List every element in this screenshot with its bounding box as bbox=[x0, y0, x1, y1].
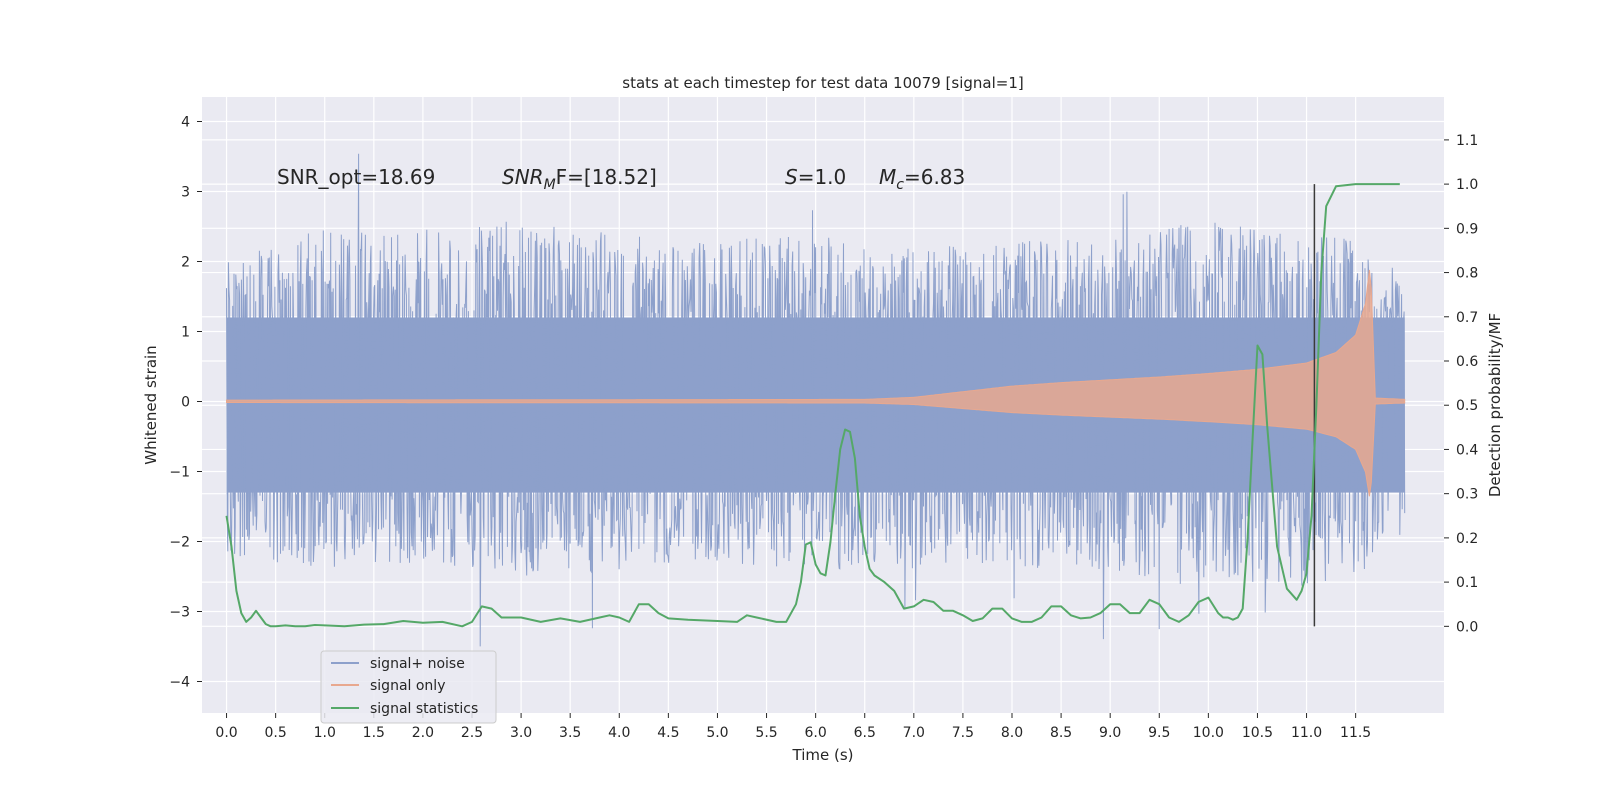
annotation-mc-subscript: c bbox=[896, 177, 904, 193]
annotation-s: S=1.0 bbox=[785, 165, 846, 189]
y-left-tick-label: −3 bbox=[169, 605, 190, 621]
x-tick-label: 11.0 bbox=[1291, 725, 1322, 741]
x-tick-label: 5.5 bbox=[755, 725, 777, 741]
annotation-s-symbol: S bbox=[785, 165, 798, 189]
annotation-snr-mf-value: F=[18.52] bbox=[556, 165, 657, 189]
legend-label-signal-statistics: signal statistics bbox=[370, 701, 478, 717]
plot-area bbox=[225, 153, 1406, 647]
y-right-tick-label: 0.7 bbox=[1456, 310, 1478, 326]
annotation-snr-mf-subscript: M bbox=[544, 177, 556, 193]
y-right-tick-label: 0.3 bbox=[1456, 487, 1478, 503]
y-left-tick-label: −1 bbox=[169, 465, 190, 481]
y-right-tick-label: 0.1 bbox=[1456, 575, 1478, 591]
y-left-tick-label: −4 bbox=[169, 675, 190, 691]
x-tick-label: 3.0 bbox=[510, 725, 532, 741]
chart-title: stats at each timestep for test data 100… bbox=[622, 74, 1023, 92]
annotation-mc-value: =6.83 bbox=[904, 165, 965, 189]
y-right-tick-label: 0.2 bbox=[1456, 531, 1478, 547]
x-tick-label: 6.0 bbox=[805, 725, 827, 741]
x-tick-label: 8.5 bbox=[1050, 725, 1072, 741]
x-tick-label: 9.5 bbox=[1148, 725, 1170, 741]
legend-label-signal-only: signal only bbox=[370, 678, 445, 694]
y-axis-label-left: Whitened strain bbox=[142, 345, 160, 464]
x-tick-label: 0.5 bbox=[265, 725, 287, 741]
y-right-tick-label: 1.0 bbox=[1456, 177, 1478, 193]
ticks: 0.0 0.5 1.0 1.5 2.0 2.5 3.0 3.5 4.0 4.5 5.0 5.5 6.0 6… bbox=[169, 115, 1478, 742]
y-left-tick-label: 2 bbox=[181, 255, 190, 271]
x-tick-label: 4.0 bbox=[608, 725, 630, 741]
y-right-tick-label: 0.6 bbox=[1456, 354, 1478, 370]
legend-box bbox=[320, 650, 497, 724]
y-right-tick-label: 1.1 bbox=[1456, 133, 1478, 149]
annotation-snr-mf: SNRMF=[18.52] bbox=[502, 165, 657, 193]
x-tick-label: 9.0 bbox=[1099, 725, 1121, 741]
x-tick-label: 7.5 bbox=[952, 725, 974, 741]
y-left-tick-label: 1 bbox=[181, 325, 190, 341]
annotations: SNR_opt=18.69 SNRMF=[18.52] S=1.0 Mc=6.8… bbox=[277, 165, 965, 193]
legend: signal+ noise signal only signal statist… bbox=[320, 650, 497, 724]
x-axis-label: Time (s) bbox=[792, 746, 854, 764]
y-right-tick-label: 0.8 bbox=[1456, 266, 1478, 282]
annotation-mc: Mc=6.83 bbox=[879, 165, 965, 193]
y-left-tick-label: 0 bbox=[181, 395, 190, 411]
y-left-tick-label: 4 bbox=[181, 115, 190, 131]
annotation-s-value: =1.0 bbox=[798, 165, 847, 189]
x-tick-label: 3.5 bbox=[559, 725, 581, 741]
y-right-tick-label: 0.5 bbox=[1456, 398, 1478, 414]
x-tick-label: 8.0 bbox=[1001, 725, 1023, 741]
legend-label-signal-noise: signal+ noise bbox=[370, 656, 465, 672]
series-signal-statistics bbox=[225, 183, 1400, 628]
x-tick-label: 1.0 bbox=[314, 725, 336, 741]
x-tick-label: 10.5 bbox=[1242, 725, 1273, 741]
annotation-snr-opt: SNR_opt=18.69 bbox=[277, 165, 435, 189]
x-tick-label: 10.0 bbox=[1193, 725, 1224, 741]
y-left-tick-label: 3 bbox=[181, 185, 190, 201]
series-signal-only bbox=[226, 269, 1406, 497]
x-tick-label: 1.5 bbox=[363, 725, 385, 741]
y-right-tick-label: 0.0 bbox=[1456, 619, 1478, 635]
x-tick-label: 2.5 bbox=[461, 725, 483, 741]
x-tick-label: 11.5 bbox=[1340, 725, 1371, 741]
x-tick-label: 6.5 bbox=[854, 725, 876, 741]
y-axis-label-right: Detection probability/MF bbox=[1486, 313, 1504, 497]
annotation-mc-symbol: M bbox=[879, 165, 896, 189]
y-right-tick-label: 0.9 bbox=[1456, 221, 1478, 237]
x-tick-label: 5.0 bbox=[706, 725, 728, 741]
series-signal-noise bbox=[226, 153, 1406, 647]
annotation-snr-mf-symbol: SNR bbox=[502, 165, 544, 189]
x-tick-label: 0.0 bbox=[215, 725, 237, 741]
x-tick-label: 2.0 bbox=[412, 725, 434, 741]
x-tick-label: 7.0 bbox=[903, 725, 925, 741]
x-tick-label: 4.5 bbox=[657, 725, 679, 741]
y-left-tick-label: −2 bbox=[169, 535, 190, 551]
y-right-tick-label: 0.4 bbox=[1456, 442, 1478, 458]
